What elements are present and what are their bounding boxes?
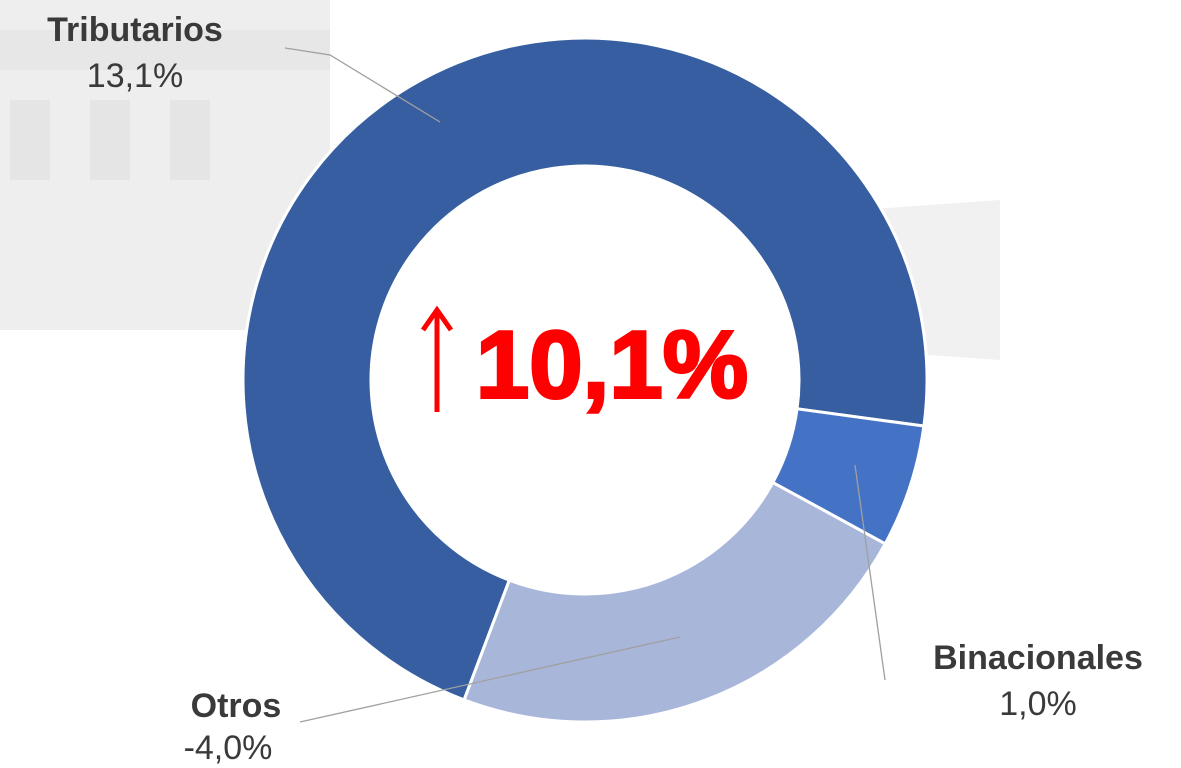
leader-line: [299, 636, 681, 723]
slice-name: Tributarios: [47, 11, 223, 49]
slice-name: Otros: [191, 687, 282, 725]
center-value: 10,1%: [476, 311, 748, 418]
leader-line: [854, 464, 886, 681]
up-arrow: [420, 305, 454, 412]
center-label: 10,1%: [420, 305, 750, 420]
slice-growth-label: -4,0%: [184, 729, 273, 767]
leader-line: [284, 47, 441, 123]
donut-slice: [462, 480, 888, 724]
background: [0, 0, 1000, 360]
slice-name: Binacionales: [933, 639, 1143, 677]
donut-slice: [241, 36, 929, 702]
slice-growth-label: 1,0%: [999, 685, 1077, 723]
slice-growth-label: 13,1%: [87, 57, 183, 95]
